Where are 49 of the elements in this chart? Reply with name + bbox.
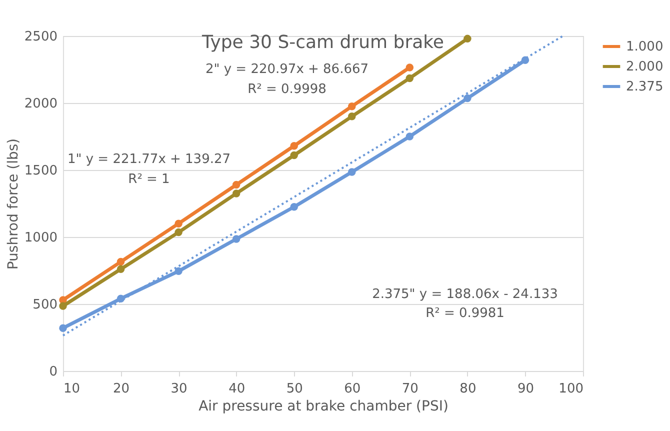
y-tick-label: 2500	[24, 30, 58, 44]
x-tick-label: 70	[402, 382, 418, 396]
chart-title: Type 30 S-cam drum brake	[201, 32, 444, 53]
legend-label: 1.000	[626, 40, 664, 54]
annotation: R² = 1	[128, 172, 170, 187]
point	[59, 302, 67, 310]
point	[290, 202, 298, 211]
x-tick-label: 40	[228, 382, 246, 396]
point	[232, 190, 240, 198]
point	[464, 94, 472, 102]
point	[464, 34, 472, 43]
y-tick-label: 1500	[24, 164, 58, 178]
point	[290, 142, 298, 150]
point	[116, 265, 125, 274]
legend-label: 2.000	[626, 60, 664, 74]
annotation: R² = 0.9981	[426, 306, 504, 321]
point	[174, 220, 182, 228]
legend-label: 2.375	[626, 80, 664, 94]
y-tick-label: 500	[32, 298, 58, 312]
x-tick-label: 10	[64, 382, 80, 396]
x-tick-label: 80	[460, 382, 476, 396]
annotation: R² = 0.9998	[248, 82, 326, 97]
y-axis-title: Pushrod force (lbs)	[5, 138, 22, 270]
point	[406, 74, 414, 82]
point	[290, 151, 298, 160]
x-tick-label: 30	[170, 382, 188, 396]
x-tick-label: 90	[517, 382, 534, 396]
point	[348, 102, 356, 110]
point	[232, 235, 240, 243]
point	[348, 168, 356, 176]
point	[116, 258, 125, 266]
point	[174, 267, 182, 276]
annotation: 2" y = 220.97x + 86.667	[205, 62, 369, 77]
x-tick-label: 100	[558, 382, 584, 396]
x-tick-label: 60	[344, 382, 361, 396]
point	[348, 112, 356, 120]
x-tick-label: 50	[286, 382, 303, 396]
y-tick-label: 0	[49, 364, 58, 380]
point	[174, 228, 182, 236]
y-tick-label: 2000	[24, 96, 58, 112]
annotation: 2.375" y = 188.06x - 24.133	[372, 287, 558, 302]
point	[59, 324, 67, 332]
x-axis-title: Air pressure at brake chamber (PSI)	[198, 398, 448, 414]
point	[232, 180, 240, 189]
point	[406, 64, 414, 72]
x-tick-label: 20	[113, 382, 130, 396]
annotation: 1" y = 221.77x + 139.27	[67, 152, 231, 167]
y-tick-label: 1000	[24, 230, 58, 246]
point	[406, 132, 414, 140]
